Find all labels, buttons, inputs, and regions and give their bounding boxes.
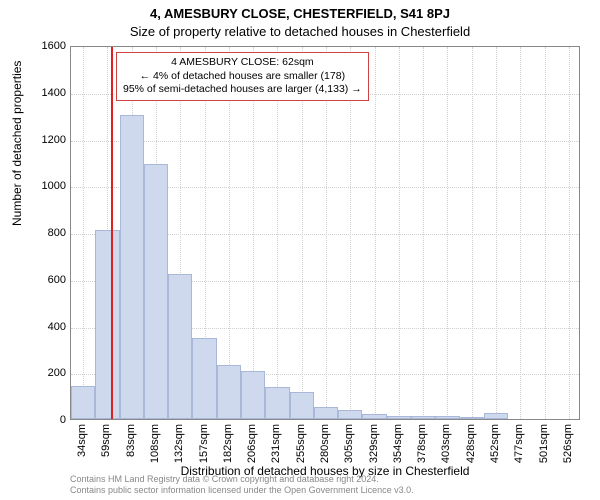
histogram-bar bbox=[71, 386, 95, 419]
histogram-bar bbox=[435, 416, 459, 419]
y-axis-label: Number of detached properties bbox=[10, 61, 24, 226]
annotation-line-3: 95% of semi-detached houses are larger (… bbox=[123, 83, 362, 97]
histogram-bar bbox=[168, 274, 192, 419]
gridline-v bbox=[520, 47, 521, 419]
y-tick-label: 400 bbox=[48, 321, 66, 333]
y-tick-label: 800 bbox=[48, 227, 66, 239]
annotation-line-2: ← 4% of detached houses are smaller (178… bbox=[123, 70, 362, 84]
gridline-v bbox=[326, 47, 327, 419]
plot-area bbox=[70, 46, 580, 420]
x-tick-label: 132sqm bbox=[173, 424, 185, 463]
x-tick-label: 231sqm bbox=[270, 424, 282, 463]
x-tick-label: 452sqm bbox=[489, 424, 501, 463]
x-tick-label: 108sqm bbox=[149, 424, 161, 463]
x-tick-label: 182sqm bbox=[222, 424, 234, 463]
gridline-h bbox=[71, 141, 579, 142]
histogram-bar bbox=[265, 387, 289, 419]
histogram-bar bbox=[120, 115, 144, 419]
gridline-v bbox=[423, 47, 424, 419]
x-tick-label: 157sqm bbox=[198, 424, 210, 463]
gridline-v bbox=[277, 47, 278, 419]
footnote-line-2: Contains public sector information licen… bbox=[70, 485, 414, 496]
y-tick-label: 1400 bbox=[42, 87, 66, 99]
gridline-v bbox=[375, 47, 376, 419]
histogram-bar bbox=[460, 417, 484, 419]
gridline-v bbox=[399, 47, 400, 419]
x-tick-label: 403sqm bbox=[440, 424, 452, 463]
histogram-bar bbox=[362, 414, 386, 419]
x-tick-label: 329sqm bbox=[368, 424, 380, 463]
gridline-v bbox=[569, 47, 570, 419]
gridline-v bbox=[545, 47, 546, 419]
y-tick-label: 1200 bbox=[42, 134, 66, 146]
x-tick-label: 378sqm bbox=[416, 424, 428, 463]
gridline-v bbox=[229, 47, 230, 419]
x-tick-label: 428sqm bbox=[465, 424, 477, 463]
marker-line bbox=[111, 47, 113, 419]
histogram-bar bbox=[411, 416, 435, 420]
gridline-v bbox=[447, 47, 448, 419]
footnote: Contains HM Land Registry data © Crown c… bbox=[70, 474, 414, 496]
histogram-bar bbox=[144, 164, 168, 419]
histogram-bar bbox=[192, 338, 216, 419]
x-tick-label: 501sqm bbox=[538, 424, 550, 463]
x-tick-label: 206sqm bbox=[246, 424, 258, 463]
x-tick-label: 354sqm bbox=[392, 424, 404, 463]
gridline-v bbox=[302, 47, 303, 419]
histogram-bar bbox=[387, 416, 411, 420]
chart-container: 4, AMESBURY CLOSE, CHESTERFIELD, S41 8PJ… bbox=[0, 0, 600, 500]
histogram-bar bbox=[290, 392, 314, 419]
chart-title-2: Size of property relative to detached ho… bbox=[0, 24, 600, 39]
y-tick-label: 0 bbox=[60, 414, 66, 426]
y-tick-label: 200 bbox=[48, 367, 66, 379]
annotation-box: 4 AMESBURY CLOSE: 62sqm ← 4% of detached… bbox=[116, 52, 369, 101]
annotation-line-1: 4 AMESBURY CLOSE: 62sqm bbox=[123, 56, 362, 70]
gridline-v bbox=[350, 47, 351, 419]
histogram-bar bbox=[217, 365, 241, 419]
histogram-bar bbox=[95, 230, 119, 419]
gridline-v bbox=[253, 47, 254, 419]
y-tick-label: 1000 bbox=[42, 180, 66, 192]
x-tick-label: 59sqm bbox=[100, 424, 112, 457]
x-tick-label: 255sqm bbox=[295, 424, 307, 463]
y-tick-label: 1600 bbox=[42, 40, 66, 52]
y-tick-label: 600 bbox=[48, 274, 66, 286]
histogram-bar bbox=[314, 407, 338, 419]
footnote-line-1: Contains HM Land Registry data © Crown c… bbox=[70, 474, 414, 485]
x-tick-label: 305sqm bbox=[343, 424, 355, 463]
histogram-bar bbox=[338, 410, 362, 419]
gridline-v bbox=[472, 47, 473, 419]
gridline-v bbox=[83, 47, 84, 419]
x-tick-label: 34sqm bbox=[76, 424, 88, 457]
chart-title-1: 4, AMESBURY CLOSE, CHESTERFIELD, S41 8PJ bbox=[0, 6, 600, 21]
x-tick-label: 526sqm bbox=[562, 424, 574, 463]
x-tick-label: 477sqm bbox=[513, 424, 525, 463]
x-tick-label: 83sqm bbox=[125, 424, 137, 457]
histogram-bar bbox=[484, 413, 508, 419]
histogram-bar bbox=[241, 371, 265, 419]
x-tick-label: 280sqm bbox=[319, 424, 331, 463]
gridline-v bbox=[496, 47, 497, 419]
